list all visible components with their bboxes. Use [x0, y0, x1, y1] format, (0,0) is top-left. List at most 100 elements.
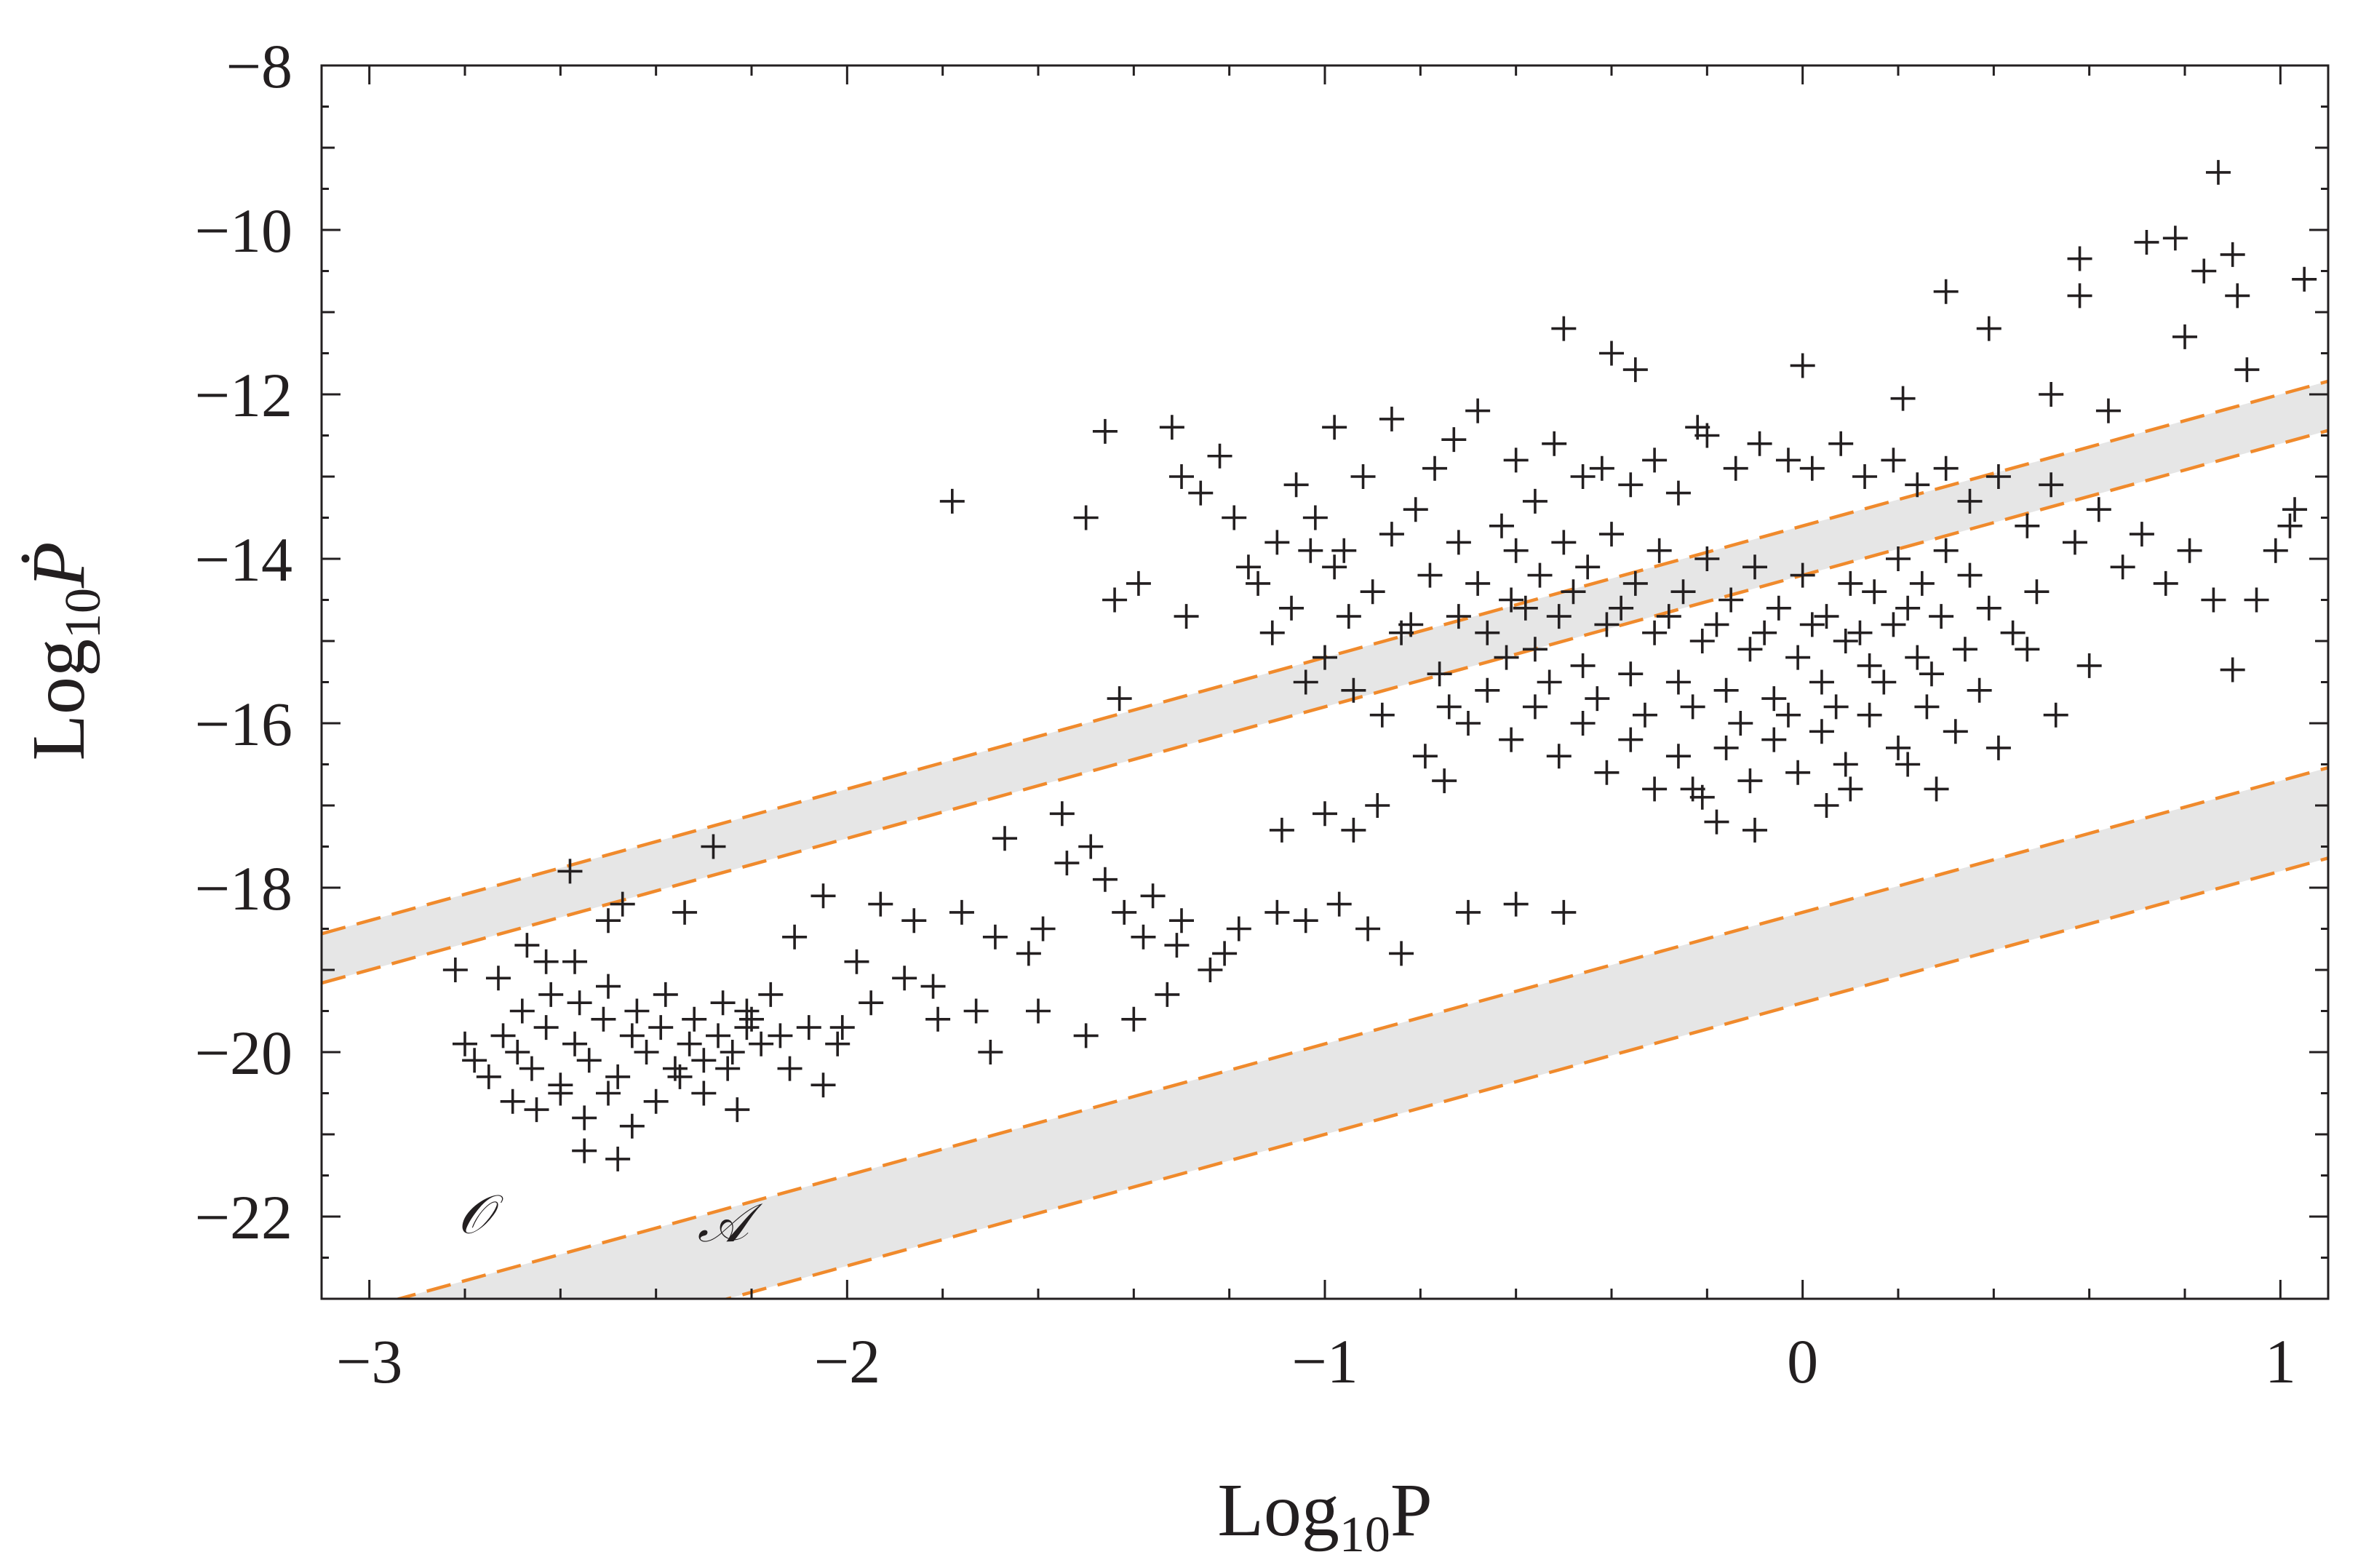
- data-point: [562, 1031, 588, 1056]
- data-point: [1833, 752, 1858, 777]
- data-point: [1713, 677, 1739, 703]
- data-point: [1073, 1023, 1099, 1048]
- data-point: [1833, 629, 1858, 653]
- data-point: [2277, 513, 2303, 538]
- data-point: [715, 1056, 741, 1081]
- data-point: [2134, 229, 2159, 255]
- data-point: [1775, 447, 1801, 473]
- data-point: [538, 982, 564, 1007]
- data-point: [1355, 916, 1381, 942]
- data-point: [2177, 538, 2202, 563]
- data-point: [1656, 604, 1681, 629]
- data-point: [1766, 595, 1791, 621]
- data-point: [605, 1064, 631, 1089]
- data-point: [2015, 637, 2040, 662]
- data-point: [1857, 702, 1882, 728]
- data-point: [591, 1006, 616, 1032]
- data-point: [978, 1040, 1003, 1064]
- y-tick-label: −12: [194, 360, 292, 430]
- data-point: [1131, 924, 1156, 950]
- data-point: [1728, 711, 1753, 736]
- data-point: [1489, 513, 1514, 538]
- data-point: [1799, 612, 1825, 637]
- data-point: [1016, 941, 1041, 966]
- data-point: [720, 1040, 745, 1064]
- data-point: [1924, 776, 1949, 802]
- y-tick-label: −14: [194, 525, 292, 594]
- x-tick-label: 1: [2265, 1326, 2296, 1396]
- data-point: [1809, 719, 1834, 744]
- data-point: [1646, 538, 1672, 563]
- data-point: [1799, 455, 1825, 481]
- data-point: [1914, 694, 1940, 720]
- data-point: [1985, 464, 2011, 489]
- data-point: [810, 883, 836, 909]
- data-point: [1331, 538, 1357, 563]
- data-point: [505, 1040, 530, 1064]
- data-point: [1326, 891, 1352, 917]
- data-point: [706, 1023, 731, 1048]
- data-point: [1785, 760, 1811, 785]
- data-point: [2067, 246, 2092, 271]
- data-point: [576, 1048, 602, 1073]
- data-point: [1475, 620, 1500, 645]
- data-point: [1499, 727, 1524, 752]
- data-point: [653, 982, 678, 1007]
- data-point: [1737, 637, 1763, 662]
- data-point: [1886, 546, 1911, 571]
- data-point: [1618, 727, 1644, 752]
- data-point: [1264, 899, 1290, 925]
- data-point: [963, 998, 989, 1024]
- data-point: [939, 488, 965, 514]
- data-point: [1618, 472, 1644, 498]
- data-point: [859, 990, 884, 1016]
- data-point: [1279, 595, 1305, 621]
- x-tick-label: −2: [814, 1326, 881, 1396]
- data-point: [1642, 447, 1668, 473]
- data-point: [1499, 587, 1524, 613]
- data-point: [1895, 752, 1921, 777]
- data-point: [1642, 620, 1668, 645]
- data-point: [1713, 735, 1739, 760]
- data-point: [1164, 933, 1190, 958]
- data-point: [490, 1023, 516, 1048]
- data-point: [1527, 562, 1553, 588]
- data-point: [1718, 587, 1744, 613]
- data-point: [2076, 653, 2102, 678]
- data-point: [1513, 595, 1538, 621]
- data-point: [1665, 744, 1691, 769]
- data-point: [567, 990, 592, 1016]
- data-point: [442, 958, 468, 982]
- data-point: [1838, 570, 1863, 596]
- data-point: [1943, 719, 1968, 744]
- data-point: [1456, 899, 1481, 925]
- data-point: [1599, 341, 1624, 366]
- data-point: [1680, 694, 1705, 720]
- data-point: [1389, 941, 1414, 966]
- y-tick-label: −8: [226, 31, 292, 101]
- data-point: [2024, 579, 2050, 605]
- x-tick-label: −1: [1291, 1326, 1358, 1396]
- data-point: [1078, 834, 1104, 859]
- data-point: [500, 1089, 525, 1114]
- data-point: [1298, 538, 1323, 563]
- y-tick-label: −20: [194, 1018, 292, 1088]
- data-point: [1188, 480, 1214, 506]
- data-point: [548, 1072, 573, 1098]
- data-point: [557, 859, 583, 884]
- data-point: [2205, 159, 2231, 185]
- data-point: [1365, 793, 1390, 818]
- data-point: [1112, 899, 1137, 925]
- data-point: [596, 1081, 621, 1106]
- data-point: [462, 1048, 487, 1073]
- data-point: [1561, 579, 1586, 605]
- data-point: [1570, 464, 1596, 489]
- data-point: [1235, 554, 1261, 580]
- data-point: [1761, 727, 1787, 752]
- data-point: [672, 899, 698, 925]
- data-point: [1169, 908, 1194, 934]
- band-layer: [322, 379, 2328, 1299]
- data-point: [1465, 398, 1491, 423]
- data-point: [1622, 357, 1648, 383]
